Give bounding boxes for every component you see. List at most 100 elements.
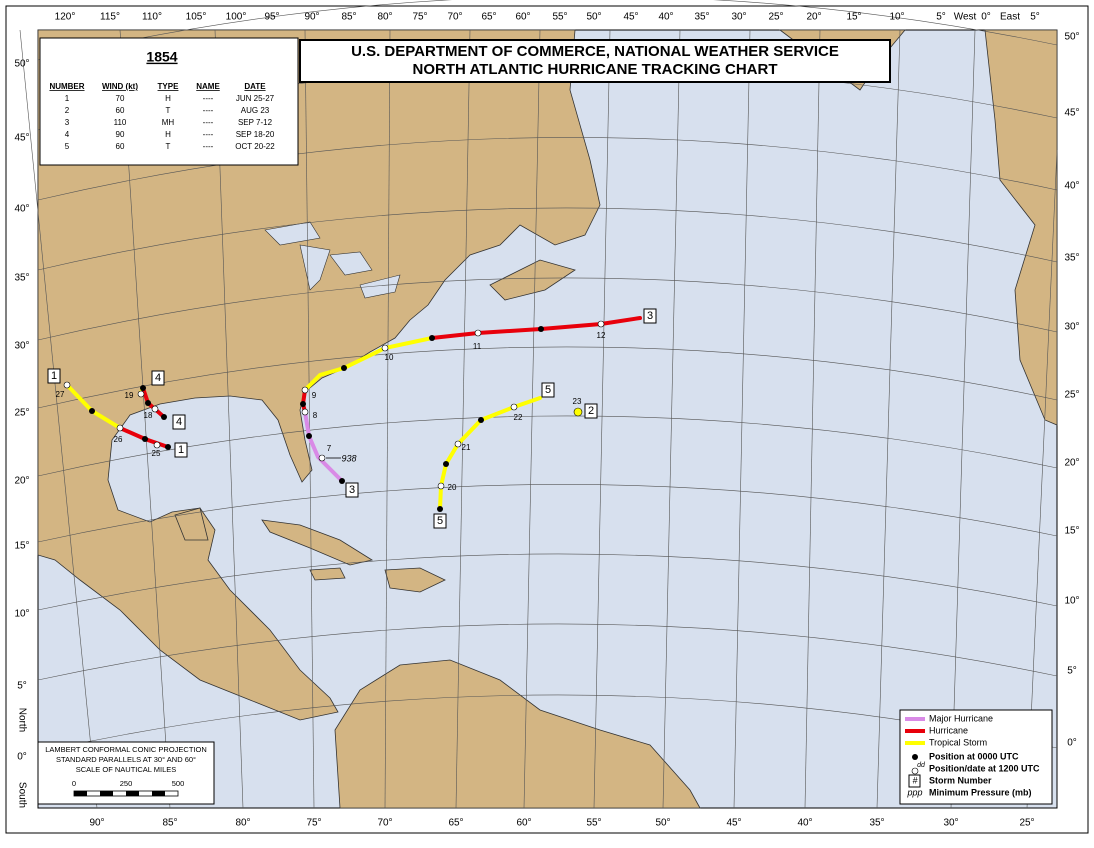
table-cell: 60 — [116, 142, 125, 151]
date-label: 27 — [56, 390, 65, 399]
table-cell: T — [166, 106, 171, 115]
date-label: 8 — [313, 411, 318, 420]
longitude-label: 50° — [655, 818, 670, 829]
legend-label: Hurricane — [929, 725, 968, 735]
latitude-label: 15° — [1064, 526, 1079, 537]
legend-symbol-text: dd — [917, 762, 926, 769]
table-cell: T — [166, 142, 171, 151]
longitude-label: 45° — [623, 12, 638, 23]
longitude-label: 60° — [515, 12, 530, 23]
table-header: WIND (kt) — [102, 82, 138, 91]
longitude-label: 0° — [981, 12, 991, 23]
title-box — [299, 39, 891, 83]
position-0000 — [341, 365, 347, 371]
scale-label: 250 — [120, 779, 133, 788]
table-cell: ---- — [203, 130, 214, 139]
date-label: 20 — [448, 483, 457, 492]
coordinate-labels: 120° 115° 110° 105° 100° 95° 90° 85° 80° 75° 70° 65… — [14, 12, 1079, 829]
legend-label: Position at 0000 UTC — [929, 751, 1019, 761]
date-label: 11 — [473, 342, 482, 351]
longitude-label: 60° — [516, 818, 531, 829]
longitude-label: 5° — [1030, 12, 1040, 23]
projection-info: LAMBERT CONFORMAL CONIC PROJECTIONSTANDA… — [45, 745, 207, 797]
table-cell: 5 — [65, 142, 70, 151]
storm-number-box — [643, 308, 657, 324]
storm-number: 3 — [349, 484, 355, 496]
longitude-label: 65° — [448, 818, 463, 829]
longitude-label: 70° — [447, 12, 462, 23]
storm-number-box — [541, 382, 555, 398]
longitude-label: 15° — [846, 12, 861, 23]
longitude-label: 40° — [797, 818, 812, 829]
position-0000 — [443, 461, 449, 467]
table-cell: OCT 20-22 — [235, 142, 275, 151]
storm-number-box — [151, 370, 165, 386]
latitude-label: 5° — [1067, 666, 1077, 677]
season-table: NUMBER WIND (kt) TYPE NAME DATE 1 70 H ---- JUN 2… — [49, 82, 275, 151]
position-0000 — [437, 506, 443, 512]
storm-number-box — [433, 513, 447, 529]
latitude-label: 25° — [1064, 390, 1079, 401]
title-line: NORTH ATLANTIC HURRICANE TRACKING CHART — [413, 61, 778, 78]
latitude-label: 40° — [14, 204, 29, 215]
longitude-label: 20° — [806, 12, 821, 23]
longitude-label: 90° — [304, 12, 319, 23]
longitude-label: 85° — [341, 12, 356, 23]
track-segment — [300, 388, 307, 414]
track-segment — [303, 410, 344, 483]
storm-number: 5 — [545, 384, 551, 396]
longitude-label: 10° — [889, 12, 904, 23]
storm-number: 5 — [437, 515, 443, 527]
table-header: NAME — [196, 82, 220, 91]
storm-number: 2 — [588, 405, 594, 417]
storm-number: 1 — [51, 370, 57, 382]
latitude-label: 35° — [14, 273, 29, 284]
longitude-label: 55° — [552, 12, 567, 23]
storm-number-box — [345, 482, 359, 498]
legend-label: Major Hurricane — [929, 713, 993, 723]
latitude-label: 40° — [1064, 181, 1079, 192]
date-label: 10 — [385, 353, 394, 362]
date-label: 12 — [597, 331, 606, 340]
table-cell: 3 — [65, 118, 70, 127]
longitude-label: 5° — [936, 12, 946, 23]
latitude-label: 45° — [14, 133, 29, 144]
longitude-label: 25° — [1019, 818, 1034, 829]
projection-text: STANDARD PARALLELS AT 30° AND 60° — [56, 755, 196, 764]
storm-number-box — [584, 403, 598, 419]
position-0000 — [478, 417, 484, 423]
scale-bar-segment — [152, 791, 165, 796]
latitude-label: 35° — [1064, 253, 1079, 264]
latitude-label: 25° — [14, 408, 29, 419]
position-1200 — [116, 424, 124, 432]
hemisphere-label: South — [16, 782, 27, 808]
position-1200 — [474, 329, 482, 337]
position-1200 — [437, 482, 445, 490]
position-1200 — [151, 405, 159, 413]
date-label: 18 — [144, 411, 153, 420]
storm-number: 4 — [176, 416, 182, 428]
longitude-label: 110° — [142, 12, 162, 23]
position-0000 — [142, 436, 148, 442]
longitude-label: 95° — [264, 12, 279, 23]
legend-label: Tropical Storm — [929, 737, 987, 747]
table-cell: ---- — [203, 94, 214, 103]
position-0000 — [429, 335, 435, 341]
position-0000 — [538, 326, 544, 332]
scale-bar-segment — [100, 791, 113, 796]
position-0000 — [89, 408, 95, 414]
legend-box — [899, 709, 1053, 805]
position-0000 — [306, 433, 312, 439]
legend-label: Storm Number — [929, 775, 992, 785]
longitude-label: 75° — [306, 818, 321, 829]
storm-number: 3 — [647, 310, 653, 322]
longitude-label: 35° — [694, 12, 709, 23]
longitude-label: 80° — [235, 818, 250, 829]
table-cell: SEP 7-12 — [238, 118, 273, 127]
longitude-label: 85° — [162, 818, 177, 829]
position-0000 — [145, 400, 151, 406]
longitude-label: 25° — [768, 12, 783, 23]
latitude-label: 0° — [17, 752, 27, 763]
table-header: DATE — [244, 82, 266, 91]
